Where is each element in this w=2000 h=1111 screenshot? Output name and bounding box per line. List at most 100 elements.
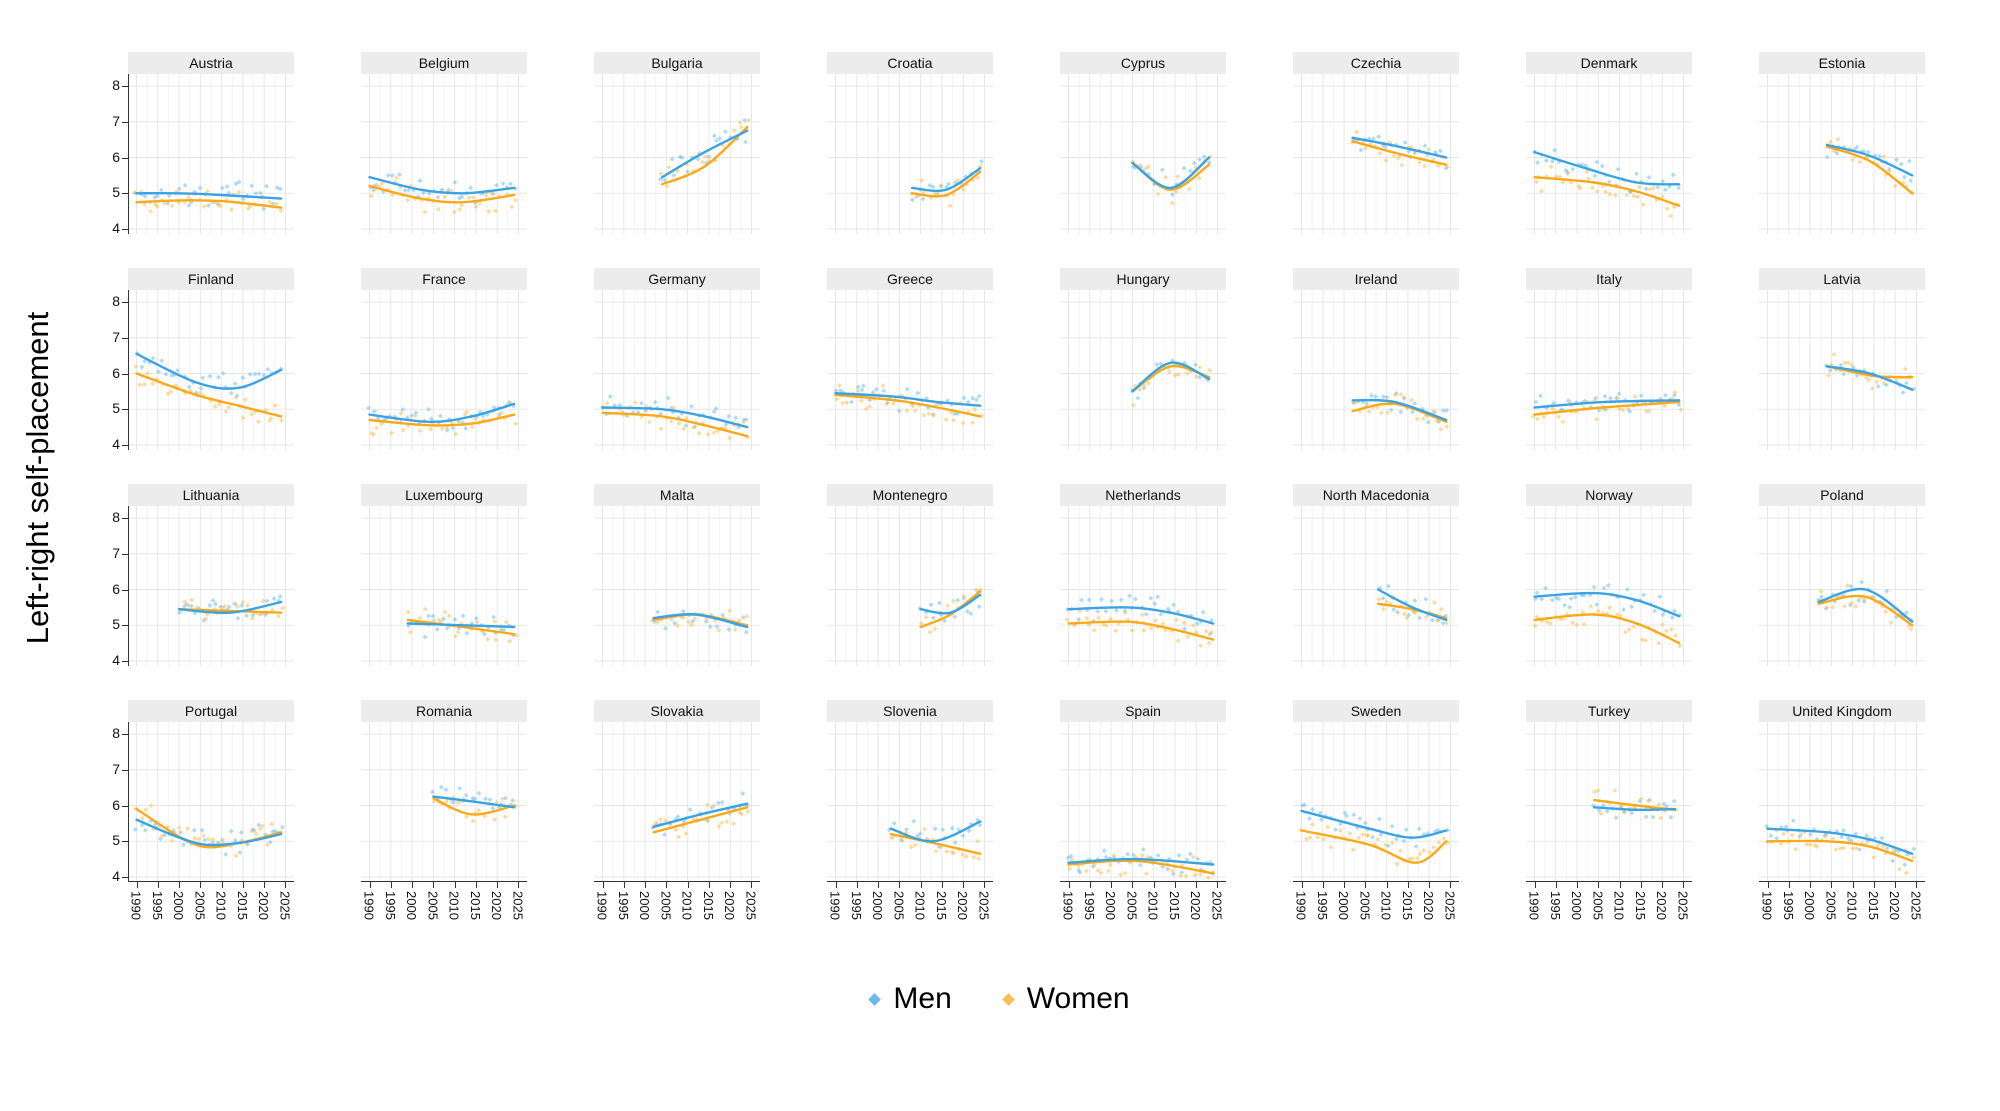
facet-panel-turkey	[1526, 722, 1692, 882]
facet-title-netherlands: Netherlands	[1060, 484, 1226, 506]
legend-label-men: Men	[893, 982, 952, 1015]
x-tick-label: 1990	[128, 891, 144, 920]
x-tick-label: 2005	[1823, 891, 1839, 920]
women-points	[1349, 129, 1450, 170]
facet-title-north-macedonia: North Macedonia	[1293, 484, 1459, 506]
x-tick-mark	[518, 882, 520, 888]
women-curve	[919, 590, 982, 629]
x-tick-mark	[1619, 882, 1621, 888]
women-point-icon	[1001, 992, 1015, 1006]
y-tick-label: 4	[112, 220, 120, 236]
x-tick-mark	[1577, 882, 1579, 888]
women-curve	[1533, 613, 1681, 645]
y-tick-mark	[122, 734, 128, 735]
women-curve	[368, 413, 516, 427]
x-tick-mark	[899, 882, 901, 888]
y-tick-label: 5	[112, 616, 120, 633]
women-curve	[1067, 859, 1215, 875]
men-curve	[1533, 591, 1681, 618]
facet-panel-portugal	[128, 722, 294, 882]
facet-panel-slovenia	[827, 722, 993, 882]
y-tick-mark	[122, 445, 128, 446]
x-tick-label: 2015	[700, 891, 716, 920]
facet-title-slovakia: Slovakia	[594, 700, 760, 722]
facet-title-denmark: Denmark	[1526, 52, 1692, 74]
x-tick-label: 1995	[1081, 891, 1097, 920]
facet-panel-spain	[1060, 722, 1226, 882]
facet-title-norway: Norway	[1526, 484, 1692, 506]
women-curve	[1766, 839, 1914, 863]
men-curve	[834, 392, 982, 407]
x-tick-mark	[1555, 882, 1557, 888]
y-tick-label: 5	[112, 832, 120, 849]
facet-panel-ireland	[1293, 290, 1459, 450]
facet-title-portugal: Portugal	[128, 700, 294, 722]
x-tick-mark	[1683, 882, 1685, 888]
x-tick-mark	[264, 882, 266, 888]
facet-title-germany: Germany	[594, 268, 760, 290]
women-curve	[1533, 400, 1681, 416]
y-tick-mark	[122, 302, 128, 303]
y-tick-label: 5	[112, 400, 120, 417]
x-tick-mark	[1174, 882, 1176, 888]
men-curve	[432, 795, 516, 809]
x-tick-label: 2025	[1675, 891, 1691, 920]
facet-title-sweden: Sweden	[1293, 700, 1459, 722]
facet-panel-austria	[128, 74, 294, 234]
facet-title-poland: Poland	[1759, 484, 1925, 506]
men-curve	[1825, 143, 1914, 177]
legend: Men Women	[0, 982, 2000, 1016]
x-tick-mark	[1916, 882, 1918, 888]
x-tick-mark	[454, 882, 456, 888]
facet-title-cyprus: Cyprus	[1060, 52, 1226, 74]
facet-panel-belgium	[361, 74, 527, 234]
facet-panel-croatia	[827, 74, 993, 234]
x-tick-label: 2020	[722, 891, 738, 920]
x-tick-mark	[963, 882, 965, 888]
facet-panel-greece	[827, 290, 993, 450]
x-tick-label: 1990	[1526, 891, 1542, 920]
x-tick-mark	[369, 882, 371, 888]
facet-panel-netherlands	[1060, 506, 1226, 666]
x-tick-label: 2005	[658, 891, 674, 920]
x-tick-label: 2025	[510, 891, 526, 920]
y-tick-label: 8	[112, 509, 120, 525]
x-tick-mark	[1640, 882, 1642, 888]
legend-item-men: Men	[868, 982, 952, 1016]
men-curve	[135, 818, 283, 847]
x-tick-label: 2020	[1654, 891, 1670, 920]
x-tick-mark	[1068, 882, 1070, 888]
facet-title-italy: Italy	[1526, 268, 1692, 290]
men-curve	[1351, 136, 1448, 159]
x-tick-label: 2015	[1632, 891, 1648, 920]
women-curve	[601, 411, 749, 438]
x-tick-mark	[475, 882, 477, 888]
y-tick-mark	[122, 373, 128, 375]
x-tick-mark	[645, 882, 647, 888]
y-tick-label: 4	[112, 652, 120, 668]
men-curve	[1825, 365, 1914, 391]
men-curve	[135, 191, 283, 200]
facet-panel-romania	[361, 722, 527, 882]
men-curve	[368, 176, 516, 195]
x-tick-label: 2025	[277, 891, 293, 920]
x-tick-mark	[1089, 882, 1091, 888]
facet-panel-italy	[1526, 290, 1692, 450]
x-tick-label: 2000	[1103, 891, 1119, 920]
x-tick-mark	[1301, 882, 1303, 888]
x-tick-mark	[242, 882, 244, 888]
x-tick-mark	[1322, 882, 1324, 888]
women-curve	[1817, 594, 1914, 627]
facet-panel-denmark	[1526, 74, 1692, 234]
x-tick-label: 2020	[1421, 891, 1437, 920]
x-tick-label: 2000	[870, 891, 886, 920]
y-tick-mark	[122, 625, 128, 627]
x-tick-label: 1990	[594, 891, 610, 920]
facet-title-ireland: Ireland	[1293, 268, 1459, 290]
x-tick-label: 2010	[1611, 891, 1627, 920]
x-tick-label: 2010	[1378, 891, 1394, 920]
men-curve	[406, 622, 516, 629]
x-tick-mark	[1365, 882, 1367, 888]
x-tick-label: 2015	[1399, 891, 1415, 920]
